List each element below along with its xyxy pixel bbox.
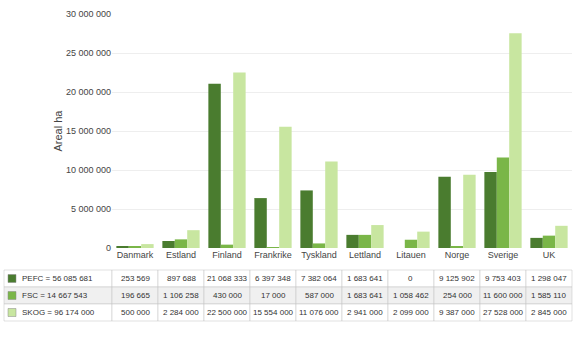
- svg-text:15 000 000: 15 000 000: [66, 126, 111, 136]
- svg-text:500 000: 500 000: [121, 308, 150, 317]
- svg-text:897 688: 897 688: [167, 274, 196, 283]
- svg-text:1 058 462: 1 058 462: [393, 291, 429, 300]
- svg-text:1 683 641: 1 683 641: [347, 291, 383, 300]
- svg-text:1 585 110: 1 585 110: [531, 291, 567, 300]
- svg-text:17 000: 17 000: [261, 291, 286, 300]
- svg-text:15 554 000: 15 554 000: [253, 308, 294, 317]
- svg-text:1 683 641: 1 683 641: [347, 274, 383, 283]
- svg-text:2 845 000: 2 845 000: [531, 308, 567, 317]
- svg-text:Tyskland: Tyskland: [301, 250, 337, 260]
- svg-text:0: 0: [408, 274, 413, 283]
- svg-text:9 753 403: 9 753 403: [485, 274, 521, 283]
- svg-text:20 000 000: 20 000 000: [66, 87, 111, 97]
- svg-text:9 387 000: 9 387 000: [439, 308, 475, 317]
- svg-text:25 000 000: 25 000 000: [66, 48, 111, 58]
- svg-text:254 000: 254 000: [443, 291, 472, 300]
- svg-text:21 068 333: 21 068 333: [207, 274, 248, 283]
- svg-text:SKOG = 96 174 000: SKOG = 96 174 000: [22, 308, 95, 317]
- svg-text:11 076 000: 11 076 000: [299, 308, 339, 317]
- svg-text:9 125 902: 9 125 902: [439, 274, 475, 283]
- svg-text:Norge: Norge: [445, 250, 470, 260]
- svg-text:Finland: Finland: [212, 250, 242, 260]
- svg-text:2 284 000: 2 284 000: [163, 308, 199, 317]
- svg-text:587 000: 587 000: [305, 291, 334, 300]
- svg-text:196 665: 196 665: [121, 291, 150, 300]
- svg-text:UK: UK: [543, 250, 556, 260]
- svg-text:30 000 000: 30 000 000: [66, 9, 111, 19]
- svg-text:11 600 000: 11 600 000: [483, 291, 523, 300]
- svg-text:Lettland: Lettland: [349, 250, 381, 260]
- svg-text:10 000 000: 10 000 000: [66, 165, 111, 175]
- svg-text:Sverige: Sverige: [488, 250, 519, 260]
- svg-text:1 106 258: 1 106 258: [163, 291, 199, 300]
- svg-text:Estland: Estland: [166, 250, 196, 260]
- svg-text:2 099 000: 2 099 000: [393, 308, 429, 317]
- svg-text:0: 0: [106, 243, 111, 253]
- svg-text:27 528 000: 27 528 000: [483, 308, 524, 317]
- svg-text:253 569: 253 569: [121, 274, 150, 283]
- svg-text:Litauen: Litauen: [396, 250, 426, 260]
- svg-text:22 500 000: 22 500 000: [207, 308, 248, 317]
- svg-text:PEFC = 56 085 681: PEFC = 56 085 681: [22, 274, 93, 283]
- svg-text:430 000: 430 000: [213, 291, 242, 300]
- svg-text:FSC = 14 667 543: FSC = 14 667 543: [22, 291, 88, 300]
- svg-text:Frankrike: Frankrike: [254, 250, 292, 260]
- svg-text:7 382 064: 7 382 064: [301, 274, 337, 283]
- svg-text:Areal ha: Areal ha: [52, 110, 64, 152]
- svg-text:2 941 000: 2 941 000: [347, 308, 383, 317]
- svg-text:6 397 348: 6 397 348: [255, 274, 291, 283]
- svg-text:Danmark: Danmark: [117, 250, 154, 260]
- svg-text:5 000 000: 5 000 000: [71, 204, 111, 214]
- svg-text:1 298 047: 1 298 047: [531, 274, 567, 283]
